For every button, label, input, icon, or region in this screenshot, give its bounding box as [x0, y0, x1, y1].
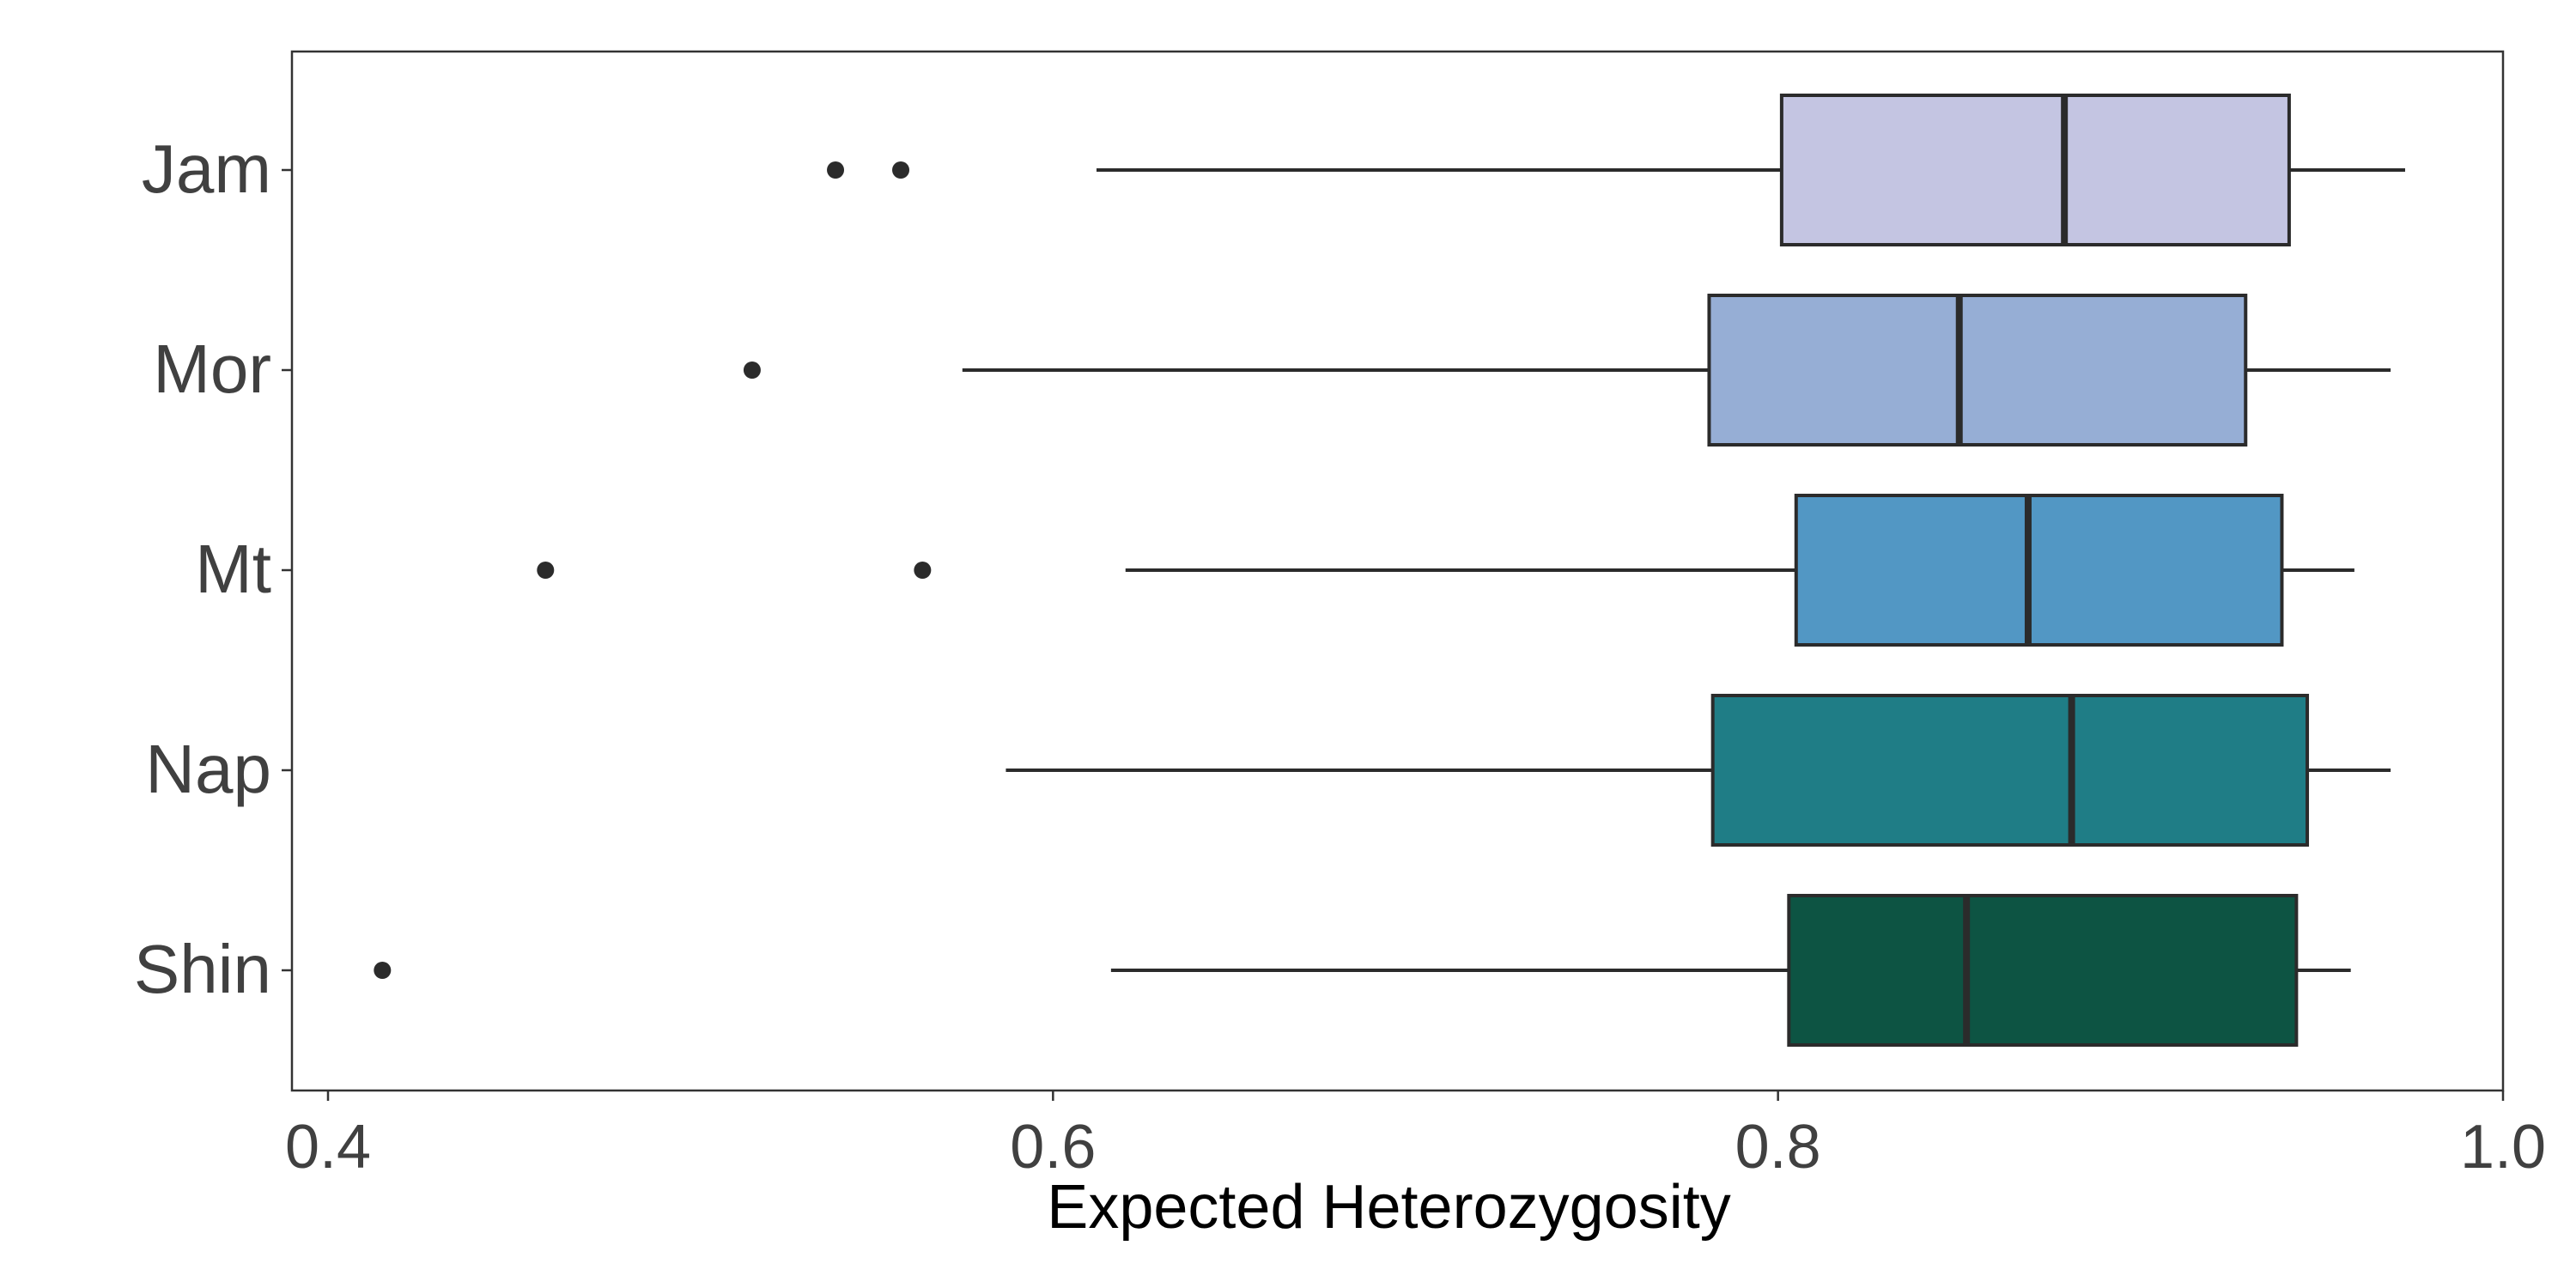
box-mt: [537, 494, 2354, 647]
x-tick-label: 1.0: [2460, 1113, 2546, 1182]
x-tick-label: 0.8: [1735, 1113, 1821, 1182]
box-shin: [374, 894, 2351, 1047]
iqr-box-shin: [1787, 894, 2299, 1047]
outlier-point-mt: [914, 562, 932, 579]
outlier-point-jam: [892, 161, 910, 179]
box-jam: [827, 94, 2406, 246]
box-mor: [743, 294, 2391, 447]
iqr-box-mor: [1707, 294, 2248, 447]
y-tick-label-mor: Mor: [153, 331, 271, 407]
y-tick-label-jam: Jam: [142, 131, 271, 207]
y-tick-label-mt: Mt: [195, 531, 271, 607]
outlier-point-mt: [537, 562, 555, 579]
y-tick-label-nap: Nap: [145, 731, 271, 807]
iqr-box-mt: [1794, 494, 2284, 647]
outlier-point-mor: [743, 361, 761, 379]
x-tick-label: 0.6: [1010, 1113, 1096, 1182]
y-tick-label-shin: Shin: [134, 931, 271, 1007]
box-nap: [1005, 694, 2391, 847]
outlier-point-jam: [827, 161, 845, 179]
outlier-point-shin: [374, 962, 392, 979]
iqr-box-nap: [1710, 694, 2310, 847]
axes-layer: 0.4 0.6 0.8 1.0 Jam Mor Mt Nap Shin: [134, 131, 2546, 1182]
x-axis-title: Expected Heterozygosity: [1047, 1173, 1730, 1242]
x-tick-label: 0.4: [285, 1113, 371, 1182]
boxes-layer: [374, 94, 2406, 1047]
iqr-box-jam: [1779, 94, 2291, 246]
